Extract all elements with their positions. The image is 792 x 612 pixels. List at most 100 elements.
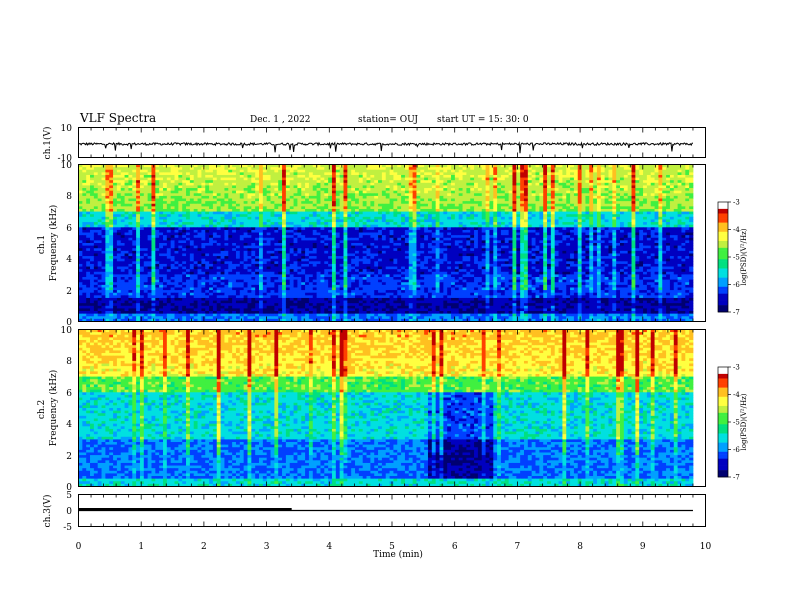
ch1-spectrogram-cell (554, 201, 559, 205)
ch1-spectrogram-cell (589, 188, 594, 192)
ch1-spectrogram-cell (673, 216, 678, 220)
ch1-spectrogram-cell (547, 172, 552, 176)
ch1-spectrogram-cell (539, 182, 544, 186)
ch1-spectrogram-cell (305, 206, 310, 210)
ch1-spectrogram-cell (90, 185, 95, 189)
ch1-spectrogram-cell (289, 193, 294, 197)
ch1-spectrogram-cell (570, 229, 575, 233)
ch1-spectrogram-cell (508, 214, 513, 218)
ch1-spectrogram-cell (212, 177, 218, 181)
ch1-spectrogram-cell (155, 240, 160, 244)
ch1-spectrogram-cell (378, 224, 383, 228)
ch1-spectrogram-cell (462, 227, 467, 231)
ch1-spectrogram-cell (366, 182, 371, 186)
ch1-spectrogram-cell (646, 172, 652, 176)
ch1-spectrogram-cell (328, 240, 333, 244)
ch1-spectrogram-cell (470, 237, 475, 241)
ch1-spectrogram-cell (593, 169, 598, 173)
ch1-spectrogram-cell (523, 185, 529, 189)
ch1-spectrogram-cell (477, 172, 483, 176)
ch1-spectrogram-cell (535, 235, 540, 239)
ch1-spectrogram-cell (247, 235, 252, 239)
ch1-spectrogram-cell (97, 227, 102, 231)
ch1-spectrogram-cell (593, 216, 598, 220)
ch1-spectrogram-cell (366, 243, 371, 247)
ch1-ylabel: ch.1(V) (42, 127, 53, 160)
ch1-spectrogram-cell (489, 169, 494, 173)
ch1-spectrogram-cell (404, 240, 410, 244)
ch1-spectrogram-cell (278, 206, 283, 210)
ch1-spectrogram-cell (635, 208, 640, 212)
ch1-spectrogram-cell (485, 229, 490, 233)
ch1-spectrogram-cell (262, 222, 268, 226)
ch1-spectrogram-cell (439, 169, 444, 173)
ch1-spectrogram-cell (209, 203, 214, 207)
ch1-spectrogram-cell (604, 167, 609, 171)
ch1-spectrogram-cell (136, 219, 141, 223)
ch1-spectrogram-cell (489, 167, 494, 171)
ch1-spectrogram-cell (151, 169, 156, 173)
ch1-spectrogram-cell (404, 232, 410, 236)
ch1-spectrogram-cell (585, 164, 590, 168)
ch1-spectrogram-cell (259, 190, 264, 194)
ch1-spectrogram-cell (197, 237, 202, 241)
ch1-spectrogram-cell (347, 195, 352, 199)
ch1-spectrogram-cell (320, 177, 325, 181)
ch1-spectrogram-cell (324, 227, 329, 231)
ch1-spectrogram-cell (297, 219, 302, 223)
ch1-spectrogram-cell (619, 208, 625, 212)
ch1-spectrogram-cell (443, 229, 448, 233)
ch1-spectrogram-cell (82, 190, 87, 194)
ch1-spectrogram-cell (639, 174, 644, 178)
ch1-spectrogram-cell (631, 232, 636, 236)
ch1-spectrogram-cell (78, 237, 83, 241)
ch1-spectrogram-cell (316, 216, 321, 220)
ch1-spectrogram-cell (209, 180, 214, 184)
ch1-spectrogram-cell (128, 198, 133, 202)
ch1-spectrogram-cell (608, 201, 613, 205)
ch1-spectrogram-cell (481, 164, 486, 168)
ch1-spectrogram-cell (343, 180, 348, 184)
ch1-spectrogram-cell (685, 206, 690, 210)
ch1-spectrogram-cell (527, 235, 533, 239)
ch1-spectrogram-cell (301, 190, 306, 194)
ch1-spectrogram-cell (324, 219, 329, 223)
ch1-spectrogram-cell (585, 195, 590, 199)
ch1-spectrogram-cell (351, 180, 356, 184)
ch1-spectrogram-cell (604, 237, 609, 241)
ch1-spectrogram-cell (466, 214, 471, 218)
ch1-spectrogram-cell (101, 243, 106, 247)
ch1-spectrogram-cell (105, 203, 110, 207)
ch1-spectrogram-cell (220, 164, 225, 168)
ch1-spectrogram-cell (347, 222, 352, 226)
ch1-spectrogram-cell (232, 188, 237, 192)
ch1-spectrogram-cell (366, 172, 371, 176)
ch1-spectrogram-cell (339, 240, 344, 244)
ch1-spectrogram-cell (178, 224, 183, 228)
ch1-spectrogram-cell (366, 237, 371, 241)
ch1-spectrogram-cell (362, 232, 367, 236)
ch1-spectrogram-cell (351, 227, 356, 231)
ch1-spectrogram-cell (508, 198, 513, 202)
ch1-spectrogram-cell (451, 208, 456, 212)
ch1-spectrogram-cell (320, 229, 325, 233)
ch1-spectrogram-cell (174, 167, 179, 171)
ch1-spectrogram-cell (128, 195, 133, 199)
ch1-spectrogram-cell (681, 222, 686, 226)
ch1-spectrogram-cell (331, 185, 337, 189)
ch1-spectrogram-cell (623, 177, 629, 181)
ch1-spectrogram-cell (201, 201, 206, 205)
ch1-spectrogram-cell (147, 185, 152, 189)
ch1-spectrogram-cell (324, 177, 329, 181)
ch1-spectrogram-cell (339, 203, 344, 207)
ch1-spectrogram-cell (316, 222, 321, 226)
ch1-spectrogram-cell (401, 229, 406, 233)
ch1-spectrogram-cell (370, 211, 375, 215)
ch1-spectrogram-cell (120, 172, 125, 176)
ch1-spectrogram-cell (481, 229, 486, 233)
ch1-spectrogram-cell (216, 193, 221, 197)
ch1-spectrogram-cell (474, 206, 479, 210)
ch1-spectrogram-cell (523, 195, 529, 199)
ch1-spectrogram-cell (554, 227, 559, 231)
ch1-spectrogram-cell (101, 206, 106, 210)
